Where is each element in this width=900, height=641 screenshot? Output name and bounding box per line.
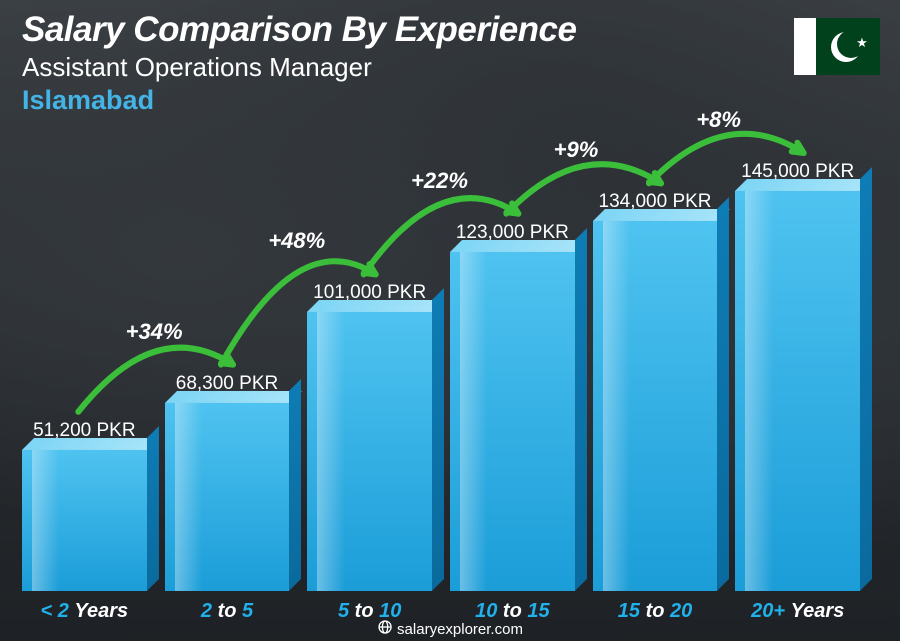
bar-front-face	[307, 312, 432, 591]
bar	[593, 221, 718, 591]
job-title: Assistant Operations Manager	[22, 52, 576, 83]
header: Salary Comparison By Experience Assistan…	[22, 10, 576, 116]
bar-side-face	[575, 228, 587, 591]
country-flag: ★	[794, 18, 880, 75]
bar-top-face	[450, 240, 587, 252]
x-axis-label: 15 to 20	[593, 600, 718, 623]
globe-icon	[377, 619, 393, 639]
bar-front-face	[450, 252, 575, 591]
chart-area: 51,200 PKR68,300 PKR101,000 PKR123,000 P…	[22, 151, 860, 591]
bar-top-face	[593, 209, 730, 221]
bar-front-face	[735, 191, 860, 591]
bar-top-face	[165, 391, 302, 403]
bar	[22, 450, 147, 591]
bar-front-face	[165, 403, 290, 591]
bar-side-face	[717, 197, 729, 591]
increase-label: +8%	[696, 107, 741, 133]
bar	[307, 312, 432, 591]
bar-shine	[745, 191, 772, 591]
location: Islamabad	[22, 85, 576, 116]
bar-shine	[175, 403, 202, 591]
bar-front-face	[593, 221, 718, 591]
bar-shine	[32, 450, 59, 591]
flag-field: ★	[816, 18, 881, 75]
bar-group: 101,000 PKR	[307, 282, 432, 591]
bar-shine	[460, 252, 487, 591]
bar-group: 145,000 PKR	[735, 161, 860, 591]
x-axis-label: 20+ Years	[735, 600, 860, 623]
x-axis-label: 2 to 5	[165, 600, 290, 623]
bar-group: 68,300 PKR	[165, 373, 290, 591]
x-axis-label: < 2 Years	[22, 600, 147, 623]
bar-front-face	[22, 450, 147, 591]
page-title: Salary Comparison By Experience	[22, 10, 576, 50]
flag-stripe	[794, 18, 816, 75]
bar-shine	[603, 221, 630, 591]
footer: salaryexplorer.com	[377, 619, 523, 639]
bar-side-face	[147, 426, 159, 591]
footer-site: salaryexplorer.com	[397, 621, 523, 638]
star-icon: ★	[856, 35, 868, 51]
bars-container: 51,200 PKR68,300 PKR101,000 PKR123,000 P…	[22, 151, 860, 591]
infographic-container: Salary Comparison By Experience Assistan…	[0, 0, 900, 641]
bar	[450, 252, 575, 591]
bar-group: 51,200 PKR	[22, 420, 147, 591]
bar-top-face	[22, 438, 159, 450]
bar-shine	[317, 312, 344, 591]
bar-side-face	[289, 379, 301, 591]
bar-side-face	[432, 288, 444, 591]
bar-top-face	[735, 179, 872, 191]
bar-top-face	[307, 300, 444, 312]
bar	[735, 191, 860, 591]
bar-side-face	[860, 167, 872, 591]
bar-group: 134,000 PKR	[593, 191, 718, 591]
bar-group: 123,000 PKR	[450, 222, 575, 591]
bar	[165, 403, 290, 591]
